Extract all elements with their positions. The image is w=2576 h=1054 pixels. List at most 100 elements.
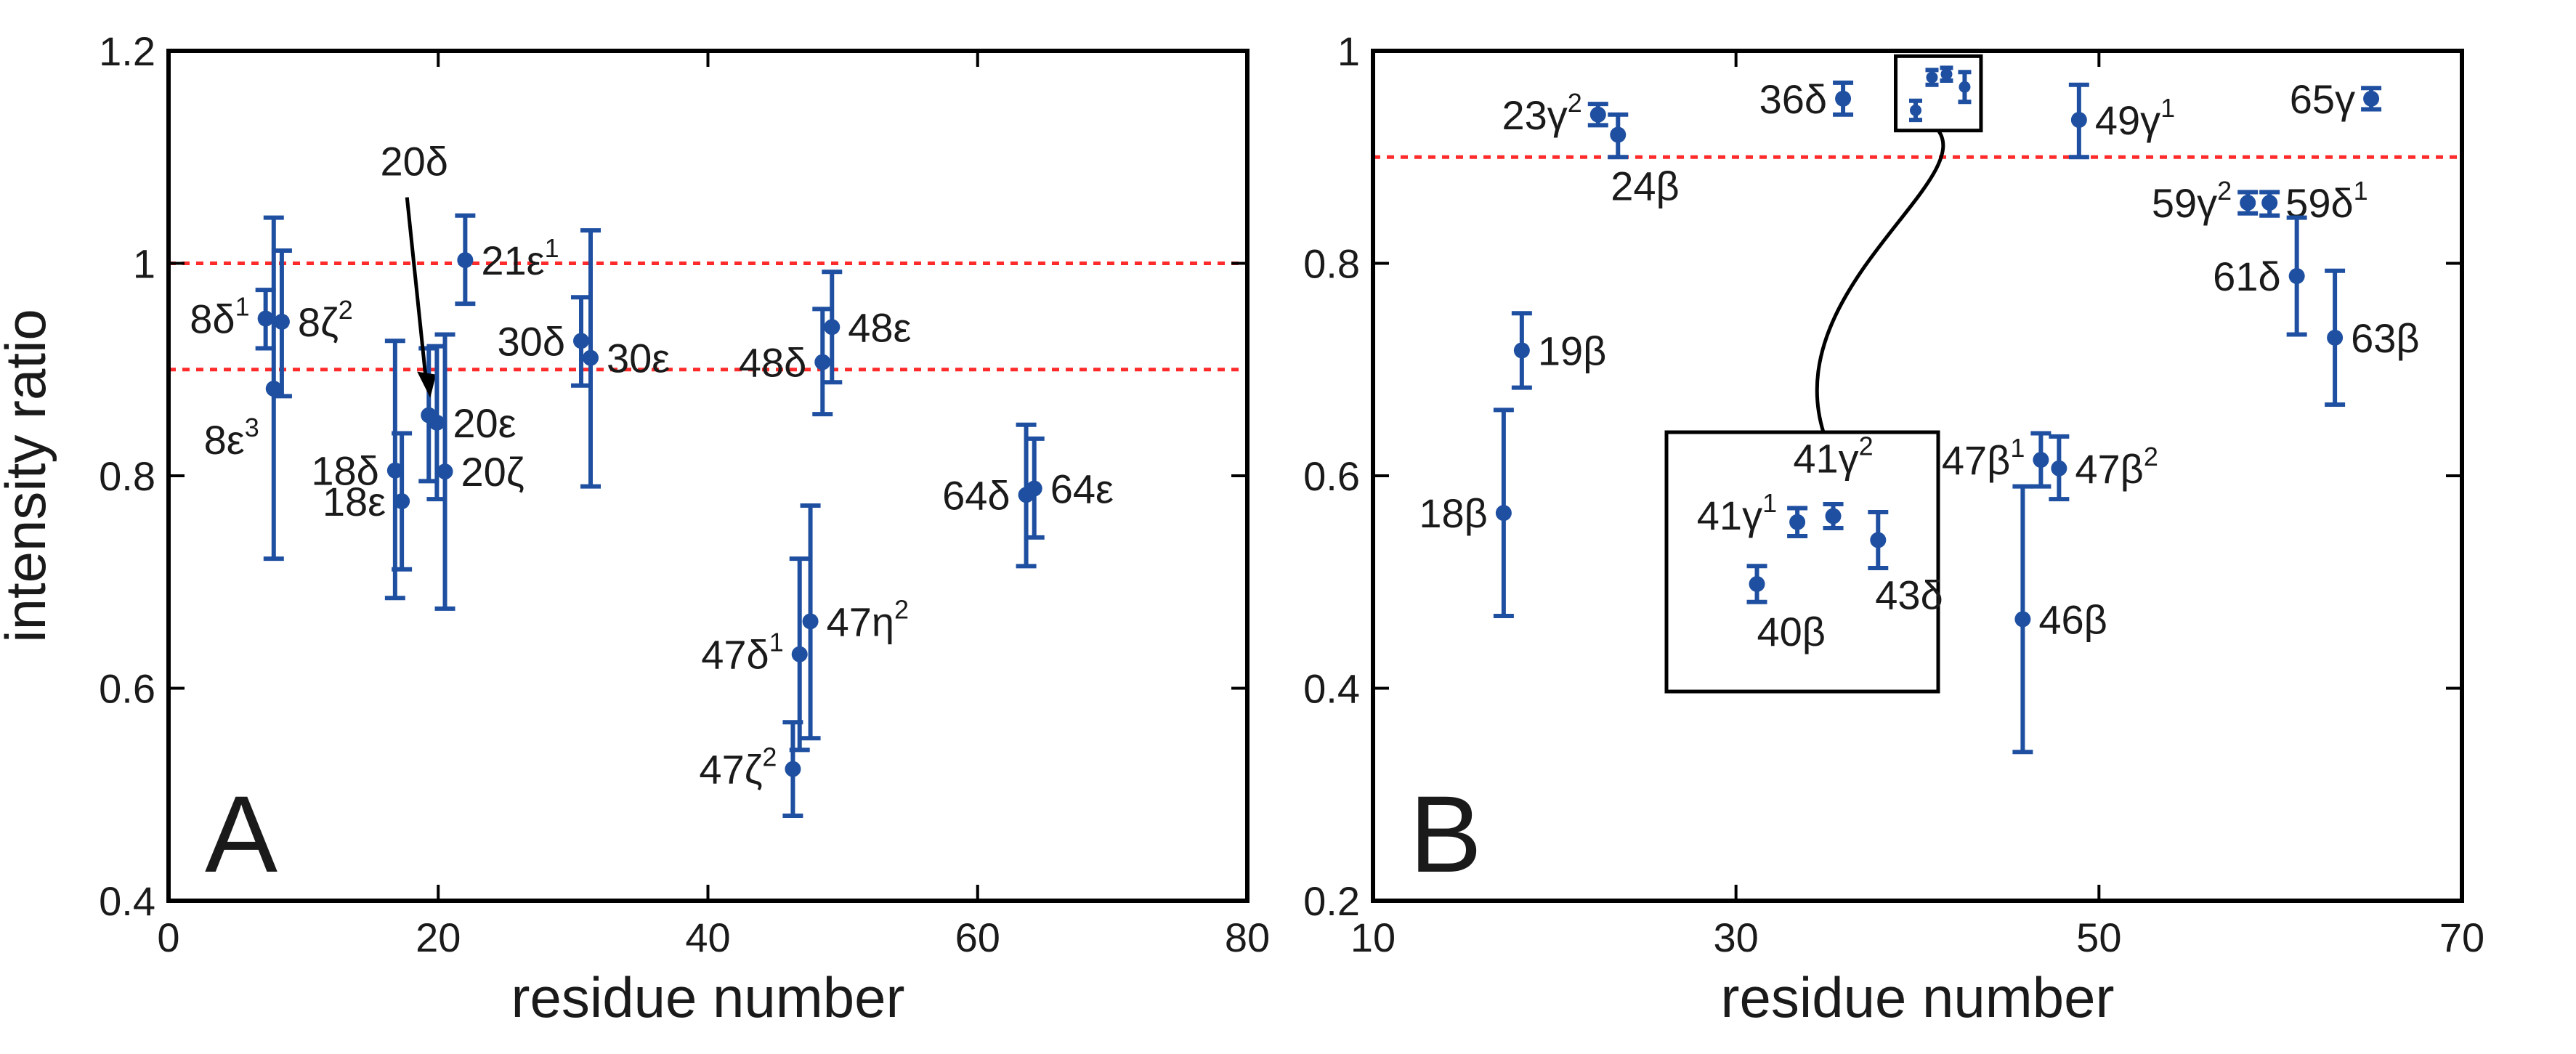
point-label-text: 59γ — [2152, 180, 2217, 226]
point-label: 46β — [2038, 596, 2107, 642]
x-tick-label: 50 — [2076, 915, 2121, 960]
x-tick-label: 0 — [157, 915, 179, 960]
zoom-source-box — [1894, 54, 1983, 133]
point-label-text: 63β — [2351, 315, 2420, 361]
x-tick-label: 80 — [1225, 915, 1270, 960]
point-label-sup: 2 — [762, 742, 777, 772]
data-point — [457, 252, 474, 269]
point-label-text: 20ζ — [461, 449, 524, 495]
data-point — [1910, 104, 1922, 116]
point-label-sup: 3 — [245, 413, 259, 442]
inset-point-label-text: 43δ — [1875, 572, 1943, 618]
data-point — [2033, 452, 2049, 469]
point-label-text: 18δ — [311, 448, 378, 494]
y-tick-label: 1.2 — [99, 28, 155, 74]
point-label: 23γ2 — [1502, 88, 1581, 138]
point-label: 18β — [1419, 490, 1488, 536]
point-label-text: 47η — [827, 599, 894, 644]
point-label-sup: 1 — [2354, 176, 2368, 206]
data-point — [429, 414, 445, 431]
inset-point-label: 41γ2 — [1793, 431, 1873, 482]
data-point — [583, 349, 599, 366]
point-label: 8ε3 — [204, 413, 259, 463]
point-label-text: 47δ — [701, 632, 769, 678]
data-point — [2327, 329, 2344, 346]
point-label-text: 23γ — [1502, 92, 1567, 138]
point-label: 47β1 — [1942, 433, 2025, 483]
point-label: 30ε — [607, 336, 670, 381]
point-label-text: 36δ — [1759, 76, 1827, 122]
y-tick-label: 1 — [133, 241, 155, 287]
inset-point-label: 43δ — [1875, 572, 1943, 618]
point-label-text: 30δ — [498, 318, 565, 364]
x-axis-title: residue number — [511, 965, 905, 1029]
panel-letter: A — [205, 773, 278, 895]
y-tick-label: 0.8 — [99, 453, 155, 499]
data-point — [265, 381, 282, 397]
data-point — [1940, 68, 1953, 81]
point-label: 47η2 — [827, 594, 909, 644]
point-label-text: 64ε — [1050, 466, 1114, 512]
point-label: 48ε — [848, 304, 911, 350]
point-label-text: 21ε — [481, 238, 544, 283]
inset-data-point — [1870, 532, 1887, 548]
data-point — [1589, 106, 1606, 123]
data-point — [257, 310, 274, 327]
x-tick-label: 70 — [2439, 915, 2484, 960]
point-label-text: 46β — [2038, 596, 2107, 642]
point-label-text: 30ε — [607, 336, 670, 381]
point-label-text: 8ζ — [298, 299, 339, 345]
y-tick-label: 0.2 — [1303, 878, 1360, 924]
data-point — [824, 319, 841, 336]
y-tick-label: 0.6 — [1303, 453, 1360, 499]
point-label: 19β — [1538, 328, 1607, 373]
y-tick-label: 0.6 — [99, 666, 155, 712]
point-label: 63β — [2351, 315, 2420, 361]
point-label-text: 8δ — [190, 296, 235, 342]
point-label: 21ε1 — [481, 233, 559, 283]
data-point — [437, 463, 453, 480]
point-label-sup: 1 — [2010, 433, 2025, 463]
point-label-text: 20ε — [453, 400, 516, 446]
data-point — [2363, 90, 2380, 107]
point-label: 47ζ2 — [699, 742, 777, 792]
data-point — [785, 761, 801, 777]
point-label-text: 49γ — [2095, 97, 2160, 143]
point-label-text: 48δ — [739, 340, 806, 386]
axis-frame — [1371, 49, 2464, 903]
y-tick-label: 0.8 — [1303, 241, 1360, 287]
y-tick-label: 0.4 — [99, 878, 155, 924]
inset-point-label: 41γ1 — [1697, 488, 1777, 538]
inset-point-label-text: 41γ — [1793, 436, 1858, 482]
point-label: 59δ1 — [2285, 176, 2368, 226]
point-label-sup: 2 — [1568, 88, 1582, 118]
inset-data-point — [1825, 508, 1842, 524]
data-point — [573, 333, 590, 349]
data-point — [2261, 195, 2278, 211]
point-label-text: 47β — [1942, 437, 2011, 483]
point-label: 20ε — [453, 400, 516, 446]
annotation-arrow-line — [405, 197, 428, 379]
data-point — [791, 646, 808, 662]
point-label: 47β2 — [2075, 442, 2158, 492]
point-label-sup: 1 — [235, 292, 250, 322]
point-label: 59γ2 — [2152, 176, 2232, 226]
point-label: 64δ — [942, 472, 1010, 518]
x-axis-title: residue number — [1721, 965, 2115, 1029]
x-tick-label: 30 — [1714, 915, 1759, 960]
point-label-sup: 1 — [769, 628, 784, 657]
data-point — [1610, 126, 1627, 143]
data-point — [1513, 342, 1530, 359]
y-tick-label: 1 — [1337, 28, 1360, 74]
y-tick-label: 0.4 — [1303, 666, 1360, 712]
point-label-sup: 2 — [2144, 442, 2158, 471]
point-label: 30δ — [498, 318, 565, 364]
x-tick-label: 40 — [685, 915, 730, 960]
inset-point-label: 40β — [1757, 609, 1826, 654]
x-tick-label: 20 — [416, 915, 461, 960]
data-point — [2288, 268, 2305, 285]
data-point — [394, 493, 410, 510]
point-label-text: 18ε — [323, 479, 386, 524]
